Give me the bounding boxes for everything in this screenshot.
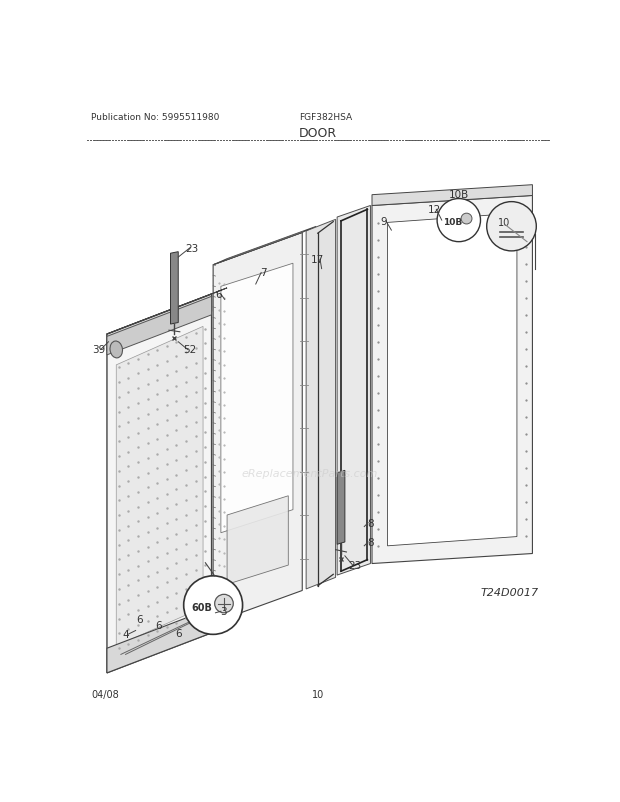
Text: Publication No: 5995511980: Publication No: 5995511980: [92, 113, 220, 122]
Text: 6: 6: [156, 620, 162, 630]
Text: DOOR: DOOR: [299, 127, 337, 140]
Text: 17: 17: [311, 255, 324, 265]
Polygon shape: [213, 233, 303, 265]
Polygon shape: [107, 294, 211, 351]
Circle shape: [437, 199, 480, 242]
Polygon shape: [306, 220, 335, 589]
Text: 10: 10: [312, 690, 324, 699]
Polygon shape: [372, 185, 533, 206]
Text: 8: 8: [367, 537, 374, 547]
Text: 23: 23: [348, 561, 361, 570]
Polygon shape: [337, 471, 345, 545]
Text: FGF382HSA: FGF382HSA: [299, 113, 352, 122]
Polygon shape: [107, 289, 227, 334]
Text: 52: 52: [184, 345, 197, 355]
Text: eReplacementParts.com: eReplacementParts.com: [242, 468, 378, 478]
Text: 6: 6: [215, 290, 222, 300]
Polygon shape: [107, 297, 211, 355]
Circle shape: [184, 576, 242, 634]
Circle shape: [461, 214, 472, 225]
Ellipse shape: [110, 342, 123, 358]
Circle shape: [215, 594, 233, 613]
Polygon shape: [337, 206, 371, 575]
Text: 4: 4: [122, 630, 129, 639]
Text: 04/08: 04/08: [92, 690, 119, 699]
Text: T24D0017: T24D0017: [480, 587, 539, 597]
Text: 9: 9: [380, 217, 387, 227]
Polygon shape: [227, 496, 288, 585]
Polygon shape: [213, 227, 316, 265]
Circle shape: [487, 202, 536, 252]
Polygon shape: [117, 327, 203, 646]
Polygon shape: [372, 196, 533, 564]
Text: 8: 8: [367, 518, 374, 528]
Polygon shape: [213, 233, 303, 623]
Text: 39: 39: [92, 345, 105, 355]
Text: 10B: 10B: [449, 190, 469, 200]
Text: 6: 6: [175, 628, 182, 638]
Text: 10B: 10B: [443, 218, 463, 227]
Text: 10: 10: [498, 218, 510, 228]
Text: 6: 6: [136, 614, 143, 624]
Text: 3: 3: [220, 606, 226, 617]
Text: 60B: 60B: [192, 602, 213, 613]
Polygon shape: [170, 253, 179, 325]
Text: 12: 12: [427, 205, 441, 215]
Text: 23: 23: [185, 244, 199, 253]
Polygon shape: [107, 609, 211, 673]
Polygon shape: [388, 214, 517, 546]
Polygon shape: [221, 264, 293, 533]
Text: 7: 7: [260, 268, 267, 278]
Polygon shape: [107, 294, 211, 673]
